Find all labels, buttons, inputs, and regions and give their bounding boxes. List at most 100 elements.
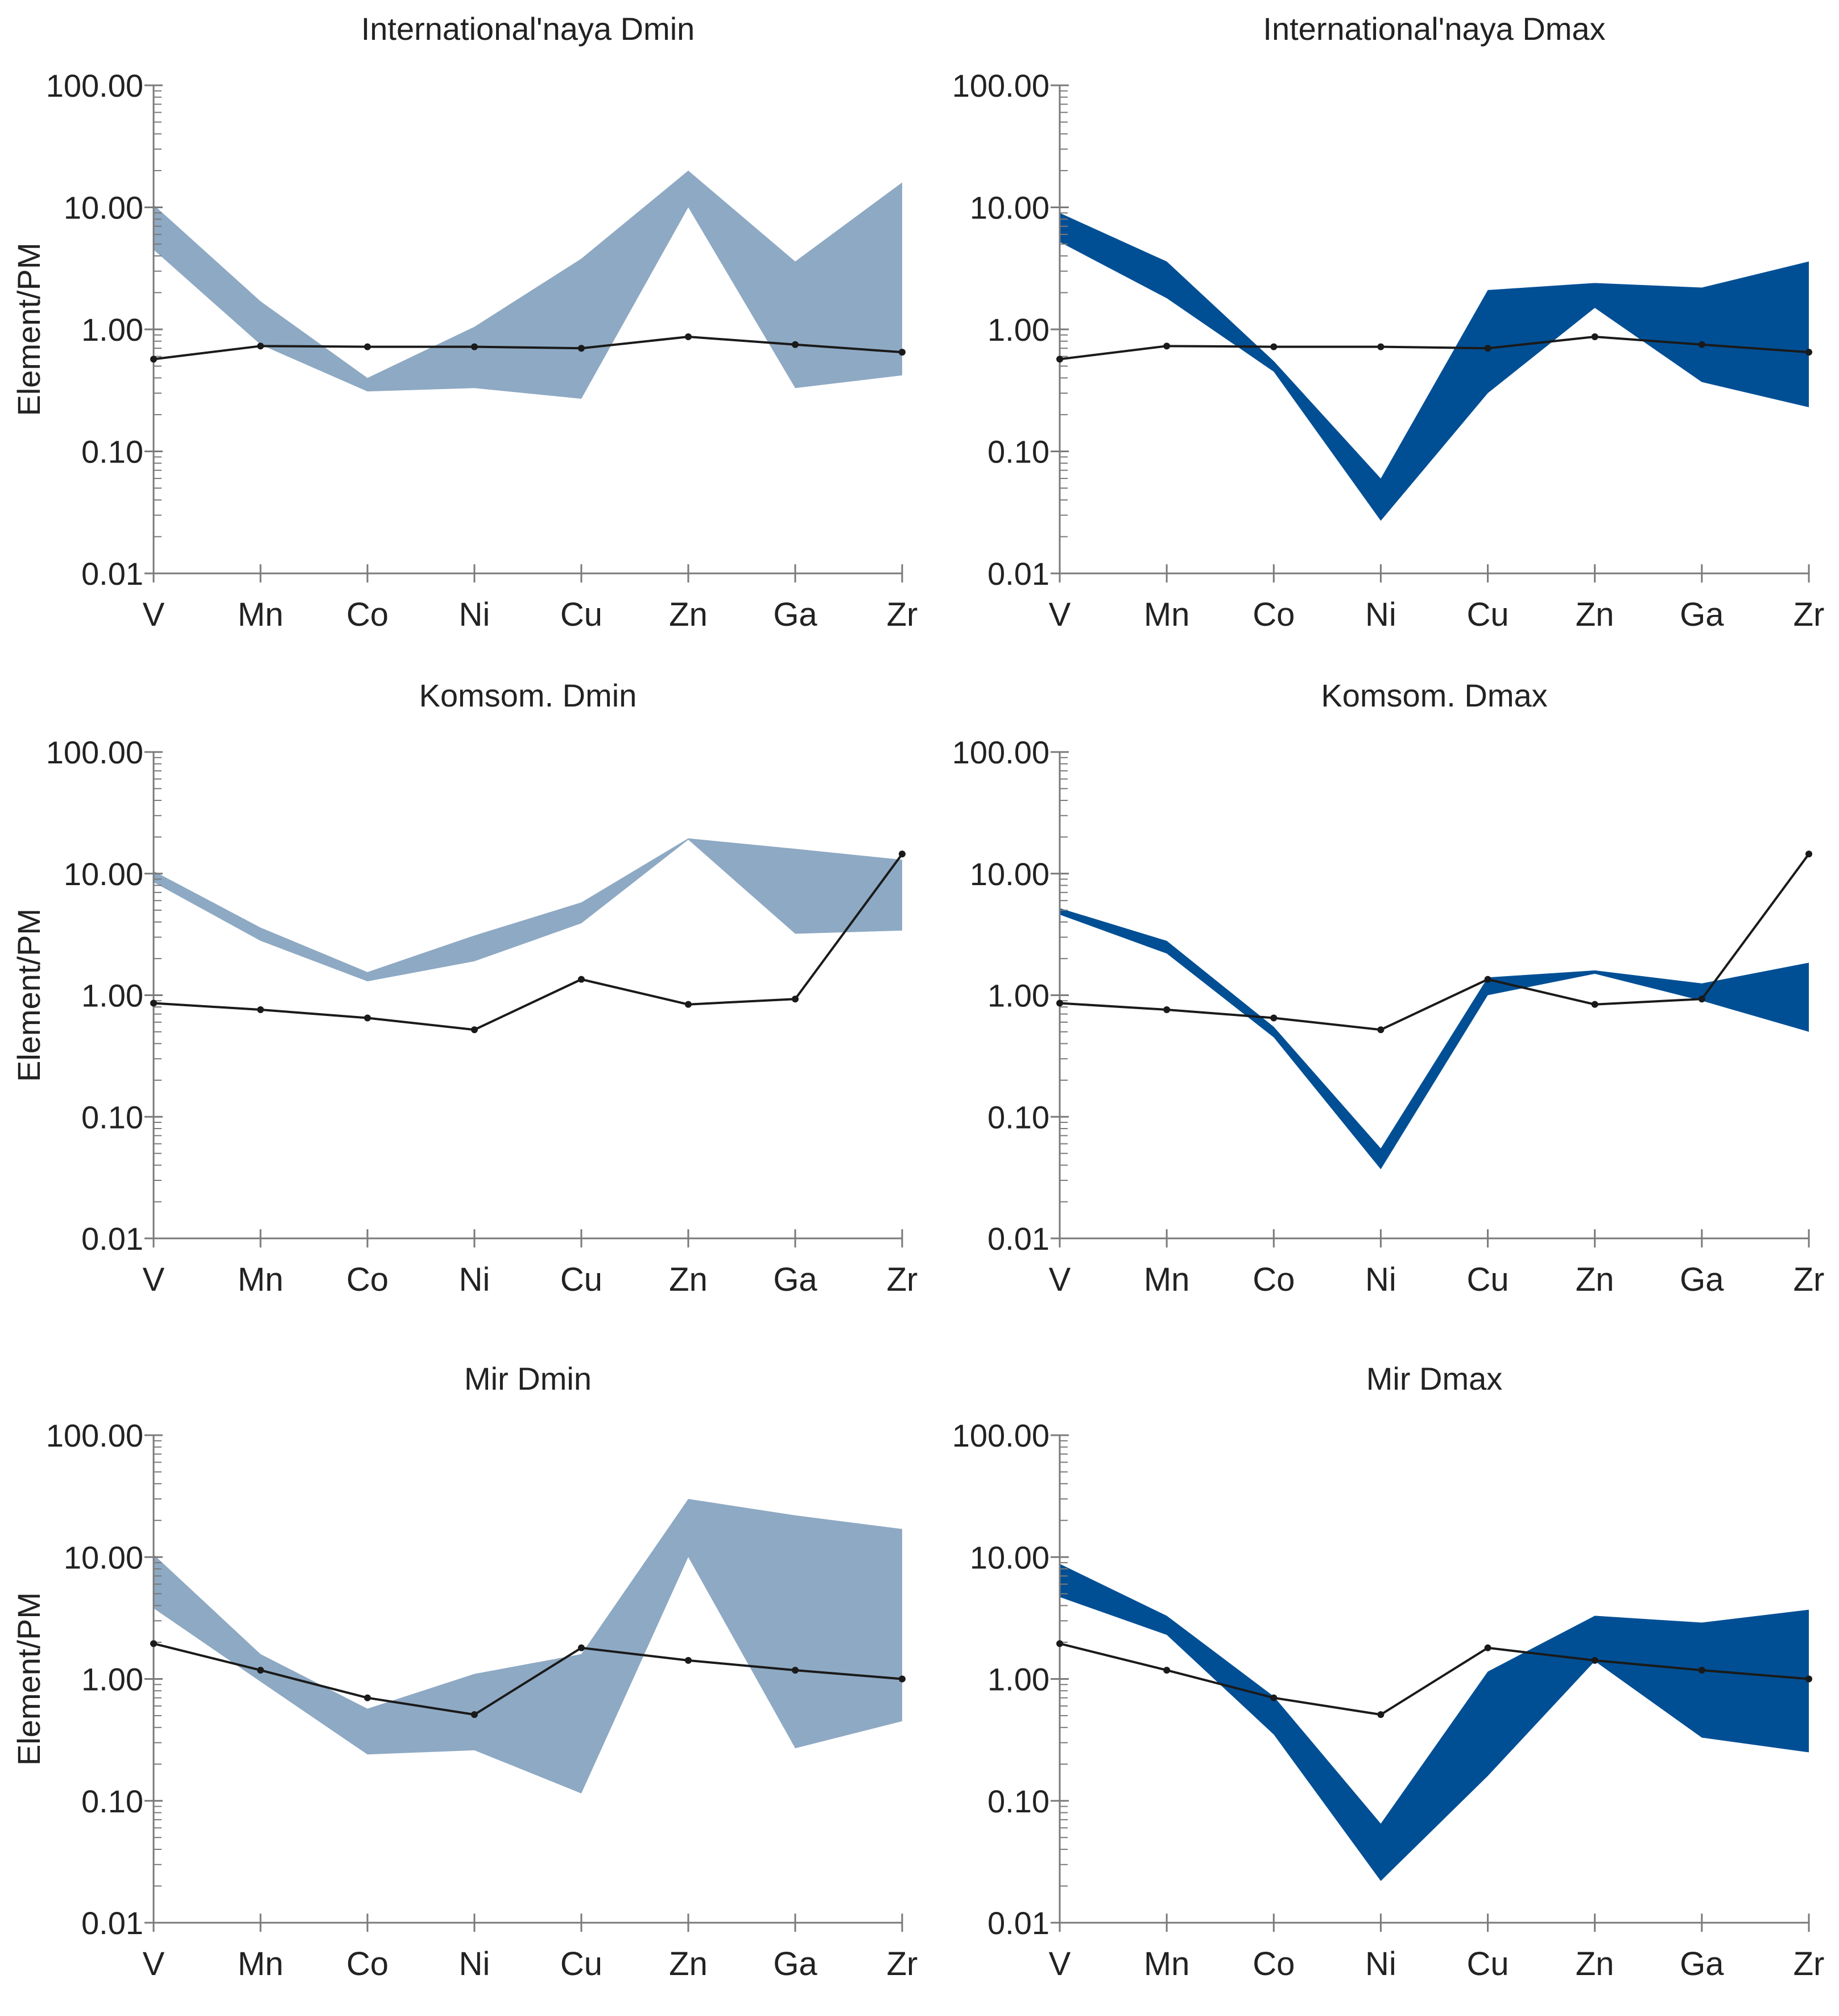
reference-point-co [1270,1014,1278,1022]
x-tick-label-co: Co [346,1945,389,1982]
reference-point-ni [1377,1711,1385,1718]
reference-point-ni [471,1711,478,1718]
reference-point-zr [899,1675,906,1683]
x-tick-label-ni: Ni [1365,1945,1396,1982]
x-tick-label-mn: Mn [238,1261,284,1298]
chart-title: International'naya Dmax [1263,11,1605,47]
reference-point-cu [1484,345,1491,352]
x-tick-label-ga: Ga [1680,1945,1724,1982]
reference-point-ga [1698,341,1705,348]
y-tick-label: 10.00 [970,856,1049,892]
reference-point-co [1270,1694,1278,1701]
range-band [154,1499,902,1794]
y-tick-label: 0.10 [987,1099,1049,1135]
reference-point-co [1270,343,1278,350]
x-tick-label-ni: Ni [1365,596,1396,633]
x-tick-label-cu: Cu [560,1945,602,1982]
reference-point-co [364,343,371,350]
y-tick-label: 1.00 [81,1662,143,1697]
y-tick-label: 0.10 [987,434,1049,470]
y-tick-label: 0.10 [81,1099,143,1135]
y-tick-label: 0.01 [987,1221,1049,1257]
reference-point-v [1056,1640,1063,1647]
reference-point-cu [578,1644,585,1651]
y-tick-label: 10.00 [970,190,1049,226]
y-tick-label: 100.00 [46,1418,143,1453]
reference-point-cu [578,976,585,983]
x-tick-label-cu: Cu [1466,1261,1509,1298]
reference-point-mn [1163,1667,1171,1674]
reference-point-co [364,1694,371,1701]
y-tick-label: 0.01 [81,1905,143,1941]
x-tick-label-co: Co [346,1261,389,1298]
y-axis-label: Element/PM [11,908,47,1082]
x-tick-label-zr: Zr [1793,1945,1825,1982]
reference-point-mn [257,342,264,350]
reference-point-mn [257,1667,264,1674]
reference-point-cu [1484,1644,1491,1651]
y-tick-label: 100.00 [952,734,1049,770]
chart-title: International'naya Dmin [361,11,695,47]
reference-point-ni [471,1026,478,1034]
chart-panel-komsom-dmin: Komsom. Dmin 100.00 10.00 1.00 0.10 0.01V Mn Co… [11,677,918,1298]
y-tick-label: 1.00 [81,978,143,1014]
range-band [154,838,902,982]
y-tick-label: 0.10 [81,434,143,470]
x-tick-label-zn: Zn [669,1261,708,1298]
y-tick-label: 10.00 [64,856,143,892]
x-tick-label-v: V [1049,1945,1071,1982]
range-band [1060,908,1809,1170]
reference-point-ga [1698,1667,1705,1674]
y-tick-label: 10.00 [64,1539,143,1575]
reference-point-ga [792,995,799,1003]
chart-title: Komsom. Dmin [419,677,637,713]
reference-line [1059,335,1809,361]
x-tick-label-zn: Zn [1576,596,1614,633]
x-tick-label-zr: Zr [887,1261,918,1298]
y-tick-label: 0.10 [987,1783,1049,1819]
reference-point-co [364,1014,371,1022]
x-tick-label-ni: Ni [1365,1261,1396,1298]
reference-point-mn [1163,1006,1171,1013]
reference-point-ga [792,341,799,348]
reference-point-zn [1591,1001,1598,1008]
y-tick-label: 100.00 [46,734,143,770]
x-tick-label-cu: Cu [560,596,602,633]
reference-point-cu [578,345,585,352]
reference-line [1059,1642,1809,1716]
reference-point-v [1056,999,1063,1007]
reference-line [153,335,903,361]
x-tick-label-v: V [143,1945,165,1982]
x-tick-label-v: V [143,596,165,633]
reference-point-mn [1163,342,1171,350]
range-band [1060,213,1809,521]
reference-point-zn [1591,1656,1598,1664]
reference-point-v [150,999,157,1007]
x-tick-label-ga: Ga [1680,596,1724,633]
x-tick-label-co: Co [346,596,389,633]
x-tick-label-v: V [1049,596,1071,633]
x-tick-label-zr: Zr [887,596,918,633]
y-tick-label: 0.01 [81,1221,143,1257]
reference-point-ni [1377,343,1385,350]
y-tick-label: 0.01 [987,1905,1049,1941]
x-tick-label-cu: Cu [1466,596,1509,633]
y-tick-label: 100.00 [952,1418,1049,1453]
x-tick-label-mn: Mn [1144,1945,1190,1982]
range-band [154,170,902,399]
reference-line [1059,853,1810,1031]
y-tick-label: 0.01 [987,556,1049,592]
range-band [1060,1564,1809,1881]
x-tick-label-cu: Cu [1466,1945,1509,1982]
reference-point-zr [899,349,906,356]
reference-point-zr [1805,1675,1812,1683]
reference-point-zn [685,1656,692,1664]
x-tick-label-mn: Mn [238,1945,284,1982]
x-tick-label-v: V [1049,1261,1071,1298]
x-tick-label-ni: Ni [459,596,490,633]
y-tick-label: 0.10 [81,1783,143,1819]
chart-title: Komsom. Dmax [1321,677,1547,713]
reference-point-cu [1484,976,1491,983]
x-tick-label-co: Co [1253,1945,1295,1982]
